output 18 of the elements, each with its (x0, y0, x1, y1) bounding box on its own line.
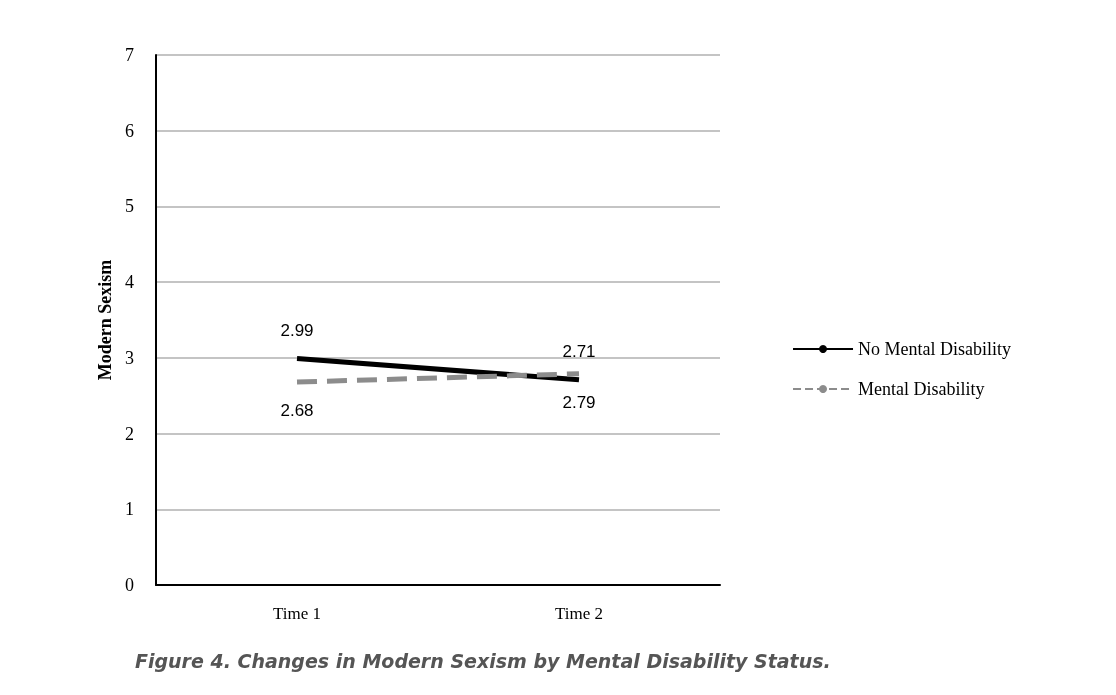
legend-label: Mental Disability (858, 379, 985, 399)
y-tick-label: 1 (125, 499, 134, 520)
x-tick-label: Time 1 (272, 604, 322, 623)
data-label: 2.68 (280, 401, 314, 421)
x-tick-label: Time 2 (554, 604, 604, 623)
data-label: 2.71 (562, 341, 596, 361)
y-tick-label: 5 (125, 196, 134, 217)
y-tick-label: 7 (125, 45, 134, 65)
y-tick-label: 0 (125, 575, 134, 595)
text: Figure 4. Changes in Modern Sexism by Mental Disability Status. (135, 649, 831, 672)
y-tick-label: 3 (125, 347, 134, 368)
y-axis-title: Modern Sexism (95, 259, 116, 381)
y-tick-label: 2 (125, 423, 134, 444)
data-label: 2.99 (280, 320, 314, 340)
y-tick-label: 6 (125, 120, 134, 141)
data-label: 2.79 (562, 392, 596, 412)
y-tick-label: 4 (125, 272, 134, 293)
legend-label: No Mental Disability (858, 339, 1011, 359)
